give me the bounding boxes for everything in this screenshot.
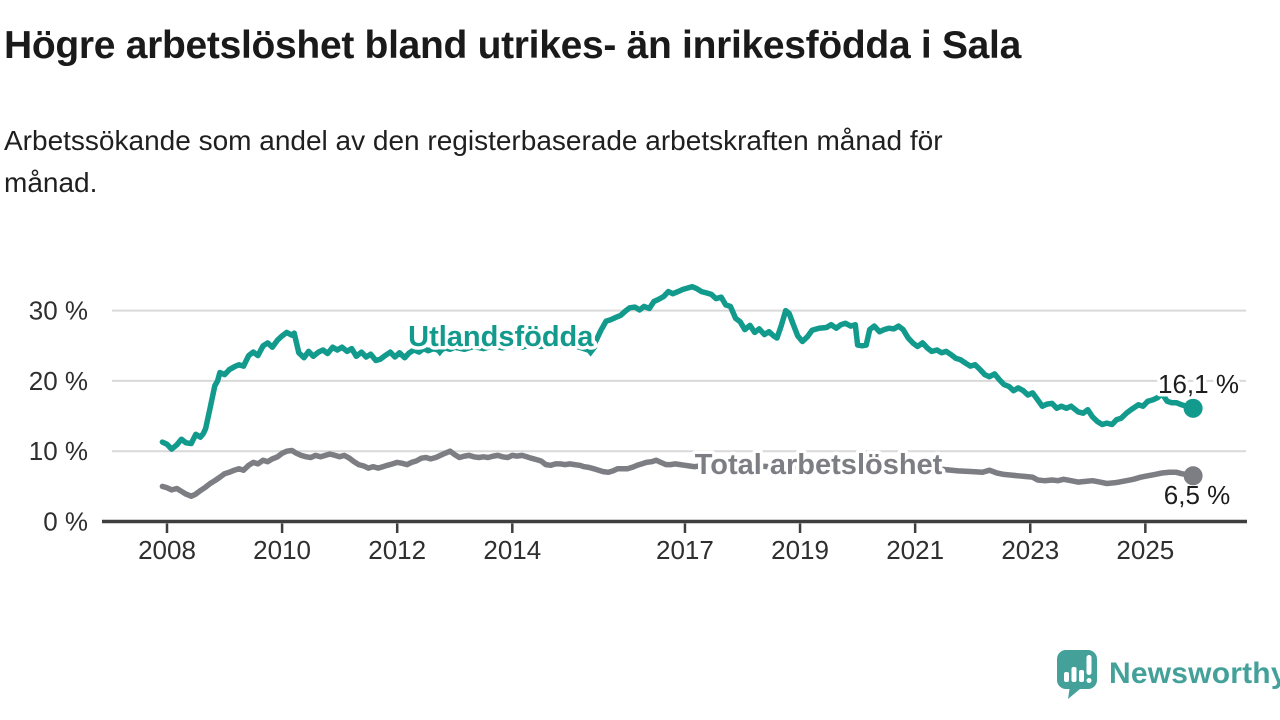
end-value-label-utlandsf-dda: 16,1 % bbox=[1158, 369, 1239, 399]
newsworthy-logo: Newsworthy bbox=[1054, 649, 1280, 699]
bar-2 bbox=[1071, 667, 1077, 682]
x-tick-label-2025: 2025 bbox=[1116, 535, 1174, 565]
x-tick-label-2017: 2017 bbox=[656, 535, 714, 565]
series-line-utlandsf-dda bbox=[159, 283, 1196, 452]
x-tick-label-2014: 2014 bbox=[483, 535, 541, 565]
series-label-total-arbetsl-shet: Total arbetslöshet bbox=[695, 449, 943, 481]
bar-1 bbox=[1064, 672, 1069, 682]
x-tick-label-2021: 2021 bbox=[886, 535, 944, 565]
chart-subtitle: Arbetssökande som andel av den registerb… bbox=[4, 125, 943, 198]
newsworthy-logo-icon bbox=[1057, 650, 1097, 699]
line-dip-marker-1 bbox=[583, 347, 598, 357]
x-tick-label-2012: 2012 bbox=[368, 535, 426, 565]
exclamation-dot bbox=[1086, 678, 1092, 683]
series-line-total-arbetsl-shet bbox=[159, 447, 1196, 499]
newsworthy-wordmark: Newsworthy bbox=[1109, 657, 1280, 690]
end-value-label-total-arbetsl-shet: 6,5 % bbox=[1164, 480, 1231, 510]
x-tick-label-2008: 2008 bbox=[138, 535, 196, 565]
x-tick-label-2019: 2019 bbox=[771, 535, 829, 565]
end-dot-total-arbetsl-shet bbox=[1183, 466, 1203, 486]
y-tick-label-0: 0 % bbox=[43, 507, 88, 537]
end-dot-utlandsf-dda bbox=[1183, 398, 1203, 418]
y-tick-label-30: 30 % bbox=[29, 296, 88, 326]
x-tick-label-2010: 2010 bbox=[253, 535, 311, 565]
line-dip-marker-0 bbox=[432, 347, 447, 357]
bar-3 bbox=[1079, 670, 1084, 682]
x-tick-label-2023: 2023 bbox=[1001, 535, 1059, 565]
chart-title: Högre arbetslöshet bland utrikes- än inr… bbox=[4, 24, 1021, 67]
y-tick-label-10: 10 % bbox=[29, 436, 88, 466]
exclamation-bar bbox=[1086, 655, 1092, 675]
y-tick-label-20: 20 % bbox=[29, 366, 88, 396]
series-label-utlandsf-dda: Utlandsfödda bbox=[408, 321, 594, 353]
